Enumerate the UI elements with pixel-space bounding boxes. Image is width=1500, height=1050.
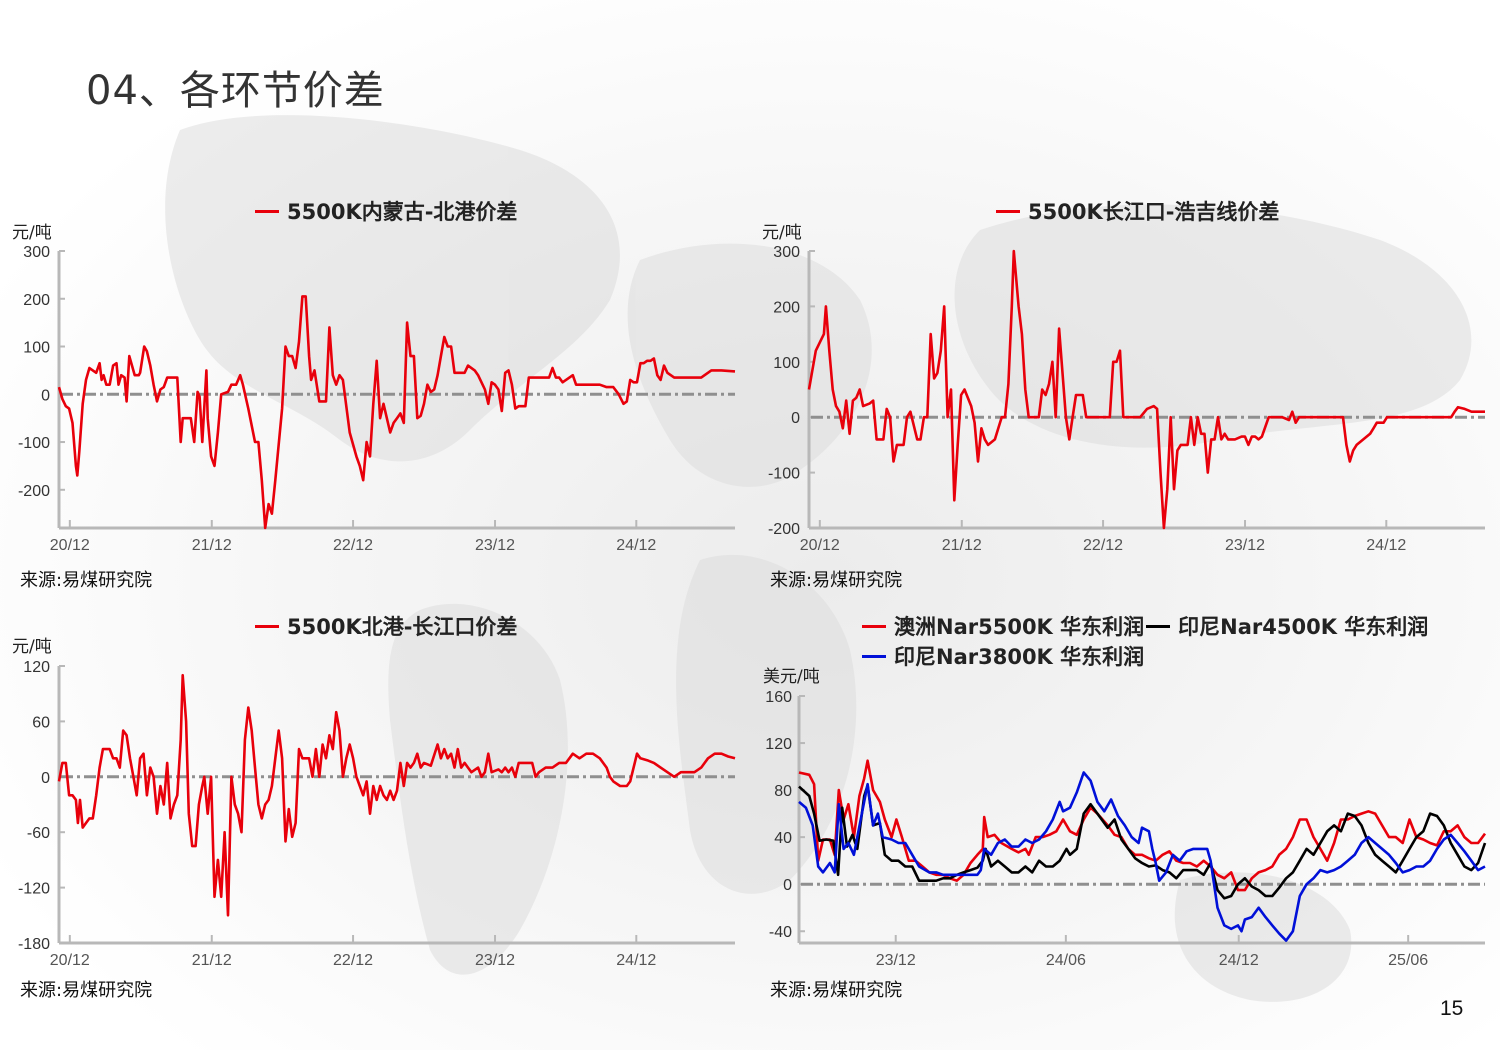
- chart2-source: 来源:易煤研究院: [770, 570, 903, 591]
- legend-label: 5500K内蒙古-北港价差: [287, 200, 518, 224]
- legend-label: 5500K北港-长江口价差: [287, 615, 518, 639]
- chart4-source: 来源:易煤研究院: [770, 980, 903, 1001]
- y-tick-label: 300: [773, 244, 800, 261]
- legend-label: 5500K长江口-浩吉线价差: [1028, 200, 1280, 224]
- y-tick-label: -100: [768, 466, 800, 483]
- chart4-plot: 160 120 80 40 0 -40 23/12 24/06 24/12 25/06: [765, 689, 1487, 969]
- series-line: [798, 771, 1486, 942]
- y-tick-label: 40: [774, 830, 792, 847]
- chart1-source: 来源:易煤研究院: [20, 570, 153, 591]
- legend-label-indo4500: 印尼Nar4500K 华东利润: [1178, 615, 1429, 639]
- y-tick-label: -40: [769, 924, 792, 941]
- y-tick-label: 160: [765, 689, 792, 706]
- y-tick-label: 120: [23, 659, 50, 676]
- series-line: [798, 759, 1487, 892]
- chart3-source: 来源:易煤研究院: [20, 980, 153, 1001]
- y-tick-label: 0: [41, 387, 50, 404]
- x-tick-label: 23/12: [475, 537, 515, 554]
- x-tick-label: 20/12: [50, 537, 90, 554]
- chart3-y-unit: 元/吨: [12, 637, 52, 657]
- y-tick-label: 100: [23, 340, 50, 357]
- x-tick-label: 20/12: [800, 537, 840, 554]
- y-tick-label: 80: [774, 783, 792, 800]
- legend-swatch-red: [255, 624, 279, 628]
- legend-swatch-red: [862, 624, 886, 628]
- x-tick-label: 20/12: [50, 952, 90, 969]
- x-tick-label: 22/12: [333, 537, 373, 554]
- x-tick-label: 24/06: [1046, 952, 1086, 969]
- x-tick-label: 23/12: [1225, 537, 1265, 554]
- series-line: [57, 295, 736, 530]
- x-tick-label: 24/12: [616, 537, 656, 554]
- legend-swatch-red: [255, 209, 279, 213]
- chart3-legend: 5500K北港-长江口价差: [255, 611, 517, 641]
- x-tick-label: 21/12: [192, 537, 232, 554]
- y-tick-label: 200: [23, 292, 50, 309]
- x-tick-label: 22/12: [1083, 537, 1123, 554]
- chart1-y-unit: 元/吨: [12, 223, 52, 243]
- y-tick-label: 0: [791, 410, 800, 427]
- page-number: 15: [1440, 997, 1464, 1020]
- y-tick-label: -120: [18, 881, 50, 898]
- y-tick-label: -100: [18, 435, 50, 452]
- x-tick-label: 22/12: [333, 952, 373, 969]
- x-tick-label: 23/12: [876, 952, 916, 969]
- y-tick-label: 300: [23, 244, 50, 261]
- y-tick-label: 100: [773, 355, 800, 372]
- page-title: 04、各环节价差: [86, 68, 385, 114]
- y-tick-label: -60: [27, 825, 50, 842]
- legend-label-indo3800: 印尼Nar3800K 华东利润: [894, 645, 1145, 669]
- x-tick-label: 25/06: [1388, 952, 1428, 969]
- y-tick-label: 200: [773, 299, 800, 316]
- x-tick-label: 21/12: [192, 952, 232, 969]
- chart4-legend-row1: 澳洲Nar5500K 华东利润 印尼Nar4500K 华东利润: [862, 611, 1428, 641]
- legend-swatch-blue: [862, 654, 886, 658]
- legend-label-aus5500: 澳洲Nar5500K 华东利润: [894, 615, 1145, 639]
- x-tick-label: 24/12: [616, 952, 656, 969]
- x-tick-label: 24/12: [1219, 952, 1259, 969]
- chart4-y-unit: 美元/吨: [763, 667, 820, 687]
- x-tick-label: 23/12: [475, 952, 515, 969]
- x-tick-label: 21/12: [942, 537, 982, 554]
- y-tick-label: 0: [41, 770, 50, 787]
- series-line: [807, 249, 1485, 530]
- y-tick-label: -200: [768, 521, 800, 538]
- chart2-legend: 5500K长江口-浩吉线价差: [996, 196, 1279, 226]
- chart2-y-unit: 元/吨: [762, 223, 802, 243]
- chart1-legend: 5500K内蒙古-北港价差: [255, 196, 517, 226]
- y-tick-label: -180: [18, 936, 50, 953]
- legend-swatch-black: [1146, 624, 1171, 628]
- legend-swatch-red: [996, 209, 1020, 213]
- chart4-legend-row2: 印尼Nar3800K 华东利润: [862, 641, 1144, 671]
- y-tick-label: -200: [18, 483, 50, 500]
- series-line: [57, 673, 736, 917]
- y-tick-label: 0: [783, 877, 792, 894]
- x-tick-label: 24/12: [1366, 537, 1406, 554]
- chart1-plot: 300 200 100 0 -100 -200 20/12 21/12 22/12 23/12 24…: [18, 244, 736, 554]
- y-tick-label: 60: [32, 714, 50, 731]
- series-line: [798, 784, 1487, 900]
- y-tick-label: 120: [765, 736, 792, 753]
